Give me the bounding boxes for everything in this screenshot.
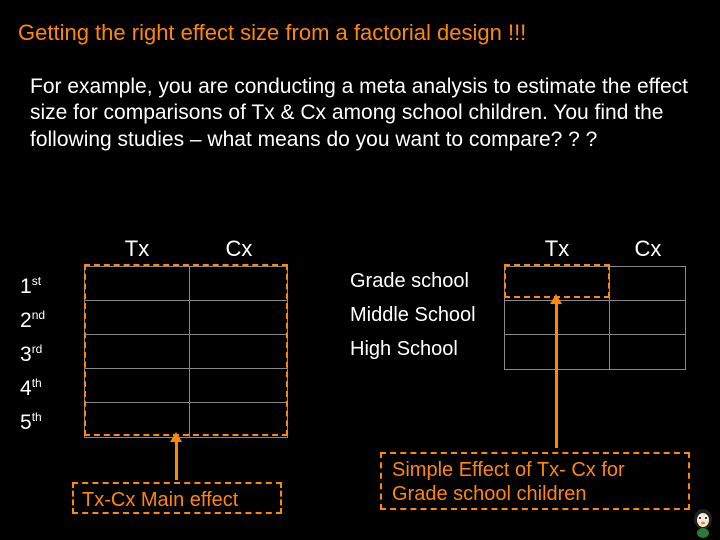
row-label: 2nd xyxy=(20,298,80,332)
table-row xyxy=(505,335,685,369)
slide-title: Getting the right effect size from a fac… xyxy=(0,0,720,46)
right-header-tx: Tx xyxy=(504,236,610,262)
row-label: 5th xyxy=(20,400,80,434)
row-label: Middle School xyxy=(350,298,500,332)
left-header-row: Tx Cx xyxy=(20,236,300,262)
callout-simple-effect-line2: Grade school children xyxy=(382,482,688,510)
table-cell xyxy=(610,335,685,369)
left-header-tx: Tx xyxy=(84,236,190,262)
callout-simple-effect-line1: Simple Effect of Tx- Cx for xyxy=(382,454,688,482)
right-header-cx: Cx xyxy=(610,236,686,262)
row-label: 1st xyxy=(20,264,80,298)
row-label: 4th xyxy=(20,366,80,400)
right-row-labels: Grade schoolMiddle SchoolHigh School xyxy=(350,264,500,366)
mascot-icon xyxy=(690,508,716,538)
right-header-row: Tx Cx xyxy=(350,236,690,262)
table-cell xyxy=(610,267,685,300)
row-label: High School xyxy=(350,332,500,366)
highlight-right-cell xyxy=(504,264,610,298)
callout-main-effect-text: Tx-Cx Main effect xyxy=(74,484,280,516)
left-row-labels: 1st2nd3rd4th5th xyxy=(20,264,80,434)
table-cell xyxy=(610,301,685,334)
right-table-area: Tx Cx Grade schoolMiddle SchoolHigh Scho… xyxy=(350,236,690,370)
row-label: Grade school xyxy=(350,264,500,298)
highlight-left-grid xyxy=(84,264,288,436)
row-label: 3rd xyxy=(20,332,80,366)
slide-paragraph: For example, you are conducting a meta a… xyxy=(0,46,720,153)
callout-simple-effect: Simple Effect of Tx- Cx for Grade school… xyxy=(380,452,690,510)
table-row xyxy=(505,301,685,335)
left-header-cx: Cx xyxy=(190,236,288,262)
callout-main-effect: Tx-Cx Main effect xyxy=(72,482,282,514)
